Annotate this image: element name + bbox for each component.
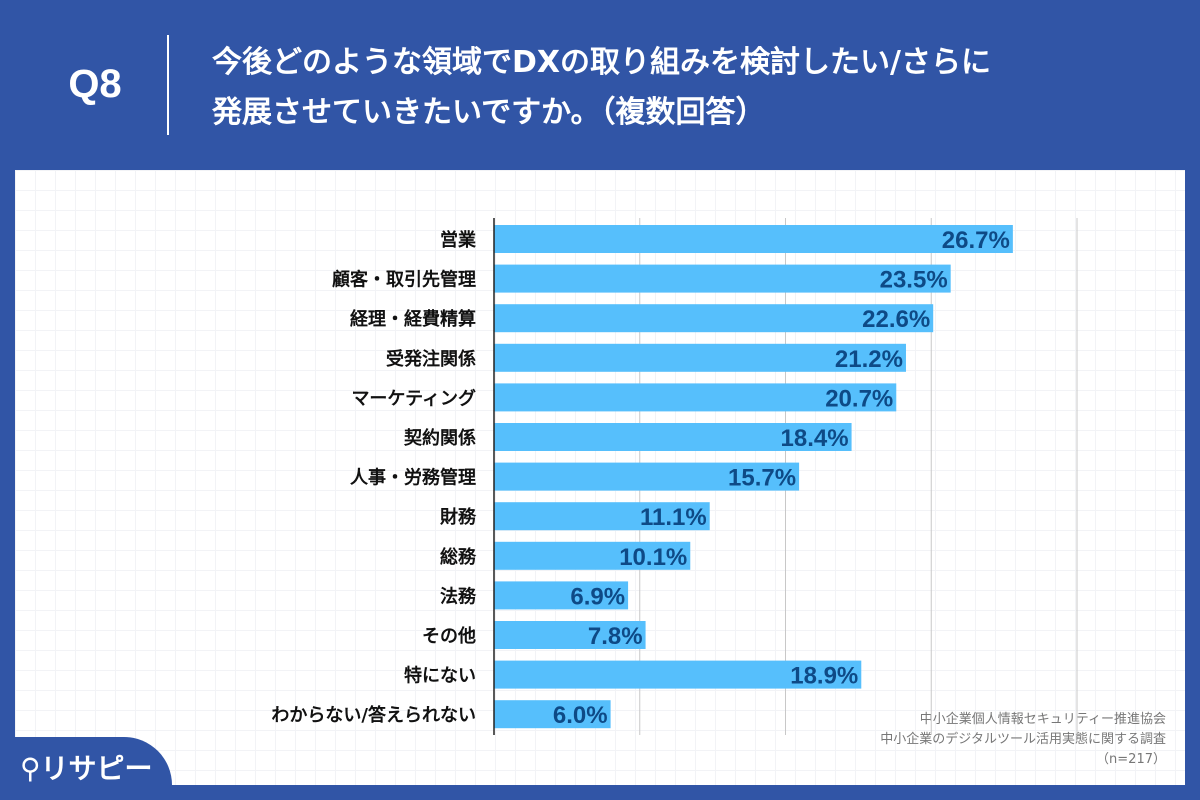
category-label: 人事・労務管理 [350,467,476,489]
value-label: 6.0% [553,702,608,729]
source-survey: 中小企業のデジタルツール活用実態に関する調査 [880,732,1166,747]
bar [494,502,710,531]
value-label: 6.9% [570,583,625,610]
category-label: 法務 [440,585,477,607]
value-label: 21.2% [835,346,903,373]
category-label: 契約関係 [403,427,476,449]
value-label: 10.1% [619,544,687,571]
source-org: 中小企業個人情報セキュリティー推進協会 [919,712,1166,727]
value-label: 7.8% [588,623,643,650]
value-label: 18.9% [790,663,858,690]
category-label: 総務 [440,546,477,568]
value-label: 15.7% [728,465,796,492]
sample-size: （n=217） [1096,752,1166,767]
title-line-1: 今後どのような領域でDXの取り組みを検討したい/さらに [212,45,991,80]
title-line-2: 発展させていきたいですか。（複数回答） [212,95,766,130]
bar [494,423,852,451]
value-label: 23.5% [880,267,948,294]
source-note: 中小企業個人情報セキュリティー推進協会 中小企業のデジタルツール活用実態に関する… [880,710,1166,770]
bar [494,541,691,570]
question-number: Q8 [68,62,122,106]
bar [494,462,800,491]
category-label: その他 [422,625,476,647]
bar [494,621,646,649]
category-label: わからない/答えられない [271,704,476,726]
bar [494,581,629,610]
category-label: 顧客・取引先管理 [332,269,476,291]
pin-icon: ⚲ [20,752,41,785]
bar [494,383,897,412]
logo: ⚲リサピー [20,747,153,787]
bar [494,225,1013,253]
value-label: 22.6% [862,306,930,333]
category-label: マーケティング [351,387,476,409]
category-label: 受発注関係 [386,348,476,370]
bar [494,264,951,293]
category-label: 財務 [440,506,477,528]
bar [494,304,934,333]
logo-text: リサピー [40,752,153,785]
bar [494,700,611,729]
value-label: 26.7% [942,227,1010,254]
category-label: 営業 [440,229,477,251]
header-divider [167,35,169,135]
bar [494,660,862,689]
value-label: 11.1% [640,504,707,531]
bottom-band [0,785,1200,800]
bar [494,343,906,372]
logo-tab [0,737,172,800]
category-label: 経理・経費精算 [350,308,476,330]
category-label: 特にない [404,665,476,687]
question-title: 今後どのような領域でDXの取り組みを検討したい/さらに 発展させていきたいですか… [212,38,1172,138]
value-label: 20.7% [825,385,893,412]
value-label: 18.4% [781,425,849,452]
